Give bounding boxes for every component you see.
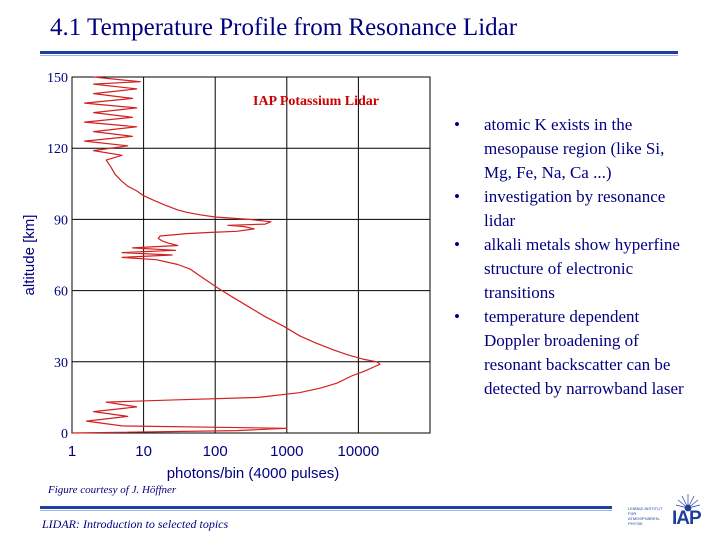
y-tick-label: 30: [54, 356, 68, 371]
footer-text: LIDAR: Introduction to selected topics: [42, 517, 229, 531]
y-tick-label: 150: [47, 71, 68, 86]
footer-divider-thin: [40, 510, 612, 511]
title-divider-thin: [40, 55, 678, 56]
slide-title: 4.1 Temperature Profile from Resonance L…: [50, 14, 518, 41]
bullet-dot: •: [454, 115, 460, 134]
logo-small-line: ATMOSPHÄREN-: [628, 516, 660, 521]
y-axis-label: altitude [km]: [21, 215, 38, 296]
x-tick-label: 1: [68, 443, 76, 460]
footer-divider: [40, 506, 612, 509]
y-tick-label: 120: [47, 142, 68, 157]
logo-text: IAP: [672, 508, 702, 529]
y-tick-label: 0: [61, 427, 68, 442]
bullet-dot: •: [454, 235, 460, 254]
figure-credit: Figure courtesy of J. Höffner: [48, 484, 177, 496]
logo-small-line: LEIBNIZ-INSTITUT: [628, 506, 663, 511]
x-axis-label: photons/bin (4000 pulses): [167, 465, 340, 482]
bullet-item: • alkali metals show hyperfine structure …: [454, 235, 680, 302]
bullet-list: • atomic K exists in the mesopause region…: [446, 113, 696, 401]
x-tick-label: 1000: [270, 443, 303, 460]
bullet-item: • temperature dependent Doppler broadenin…: [454, 307, 684, 398]
bullet-item: • atomic K exists in the mesopause region…: [454, 115, 665, 182]
x-tick-labels: 1 10 100 1000 10000: [68, 443, 379, 460]
photon-count-trace: [71, 76, 381, 434]
x-tick-label: 10000: [338, 443, 380, 460]
plot-background: [71, 76, 431, 434]
logo-small-line: PHYSIK: [628, 521, 643, 526]
y-tick-label: 60: [54, 285, 68, 300]
bullet-item: • investigation by resonance lidar: [454, 187, 666, 230]
logo-small-line: FÜR: [628, 511, 637, 516]
x-tick-label: 10: [135, 443, 152, 460]
bullet-dot: •: [454, 187, 460, 206]
y-tick-labels: 0 30 60 90 120 150: [47, 71, 68, 442]
y-tick-label: 90: [54, 213, 68, 228]
x-tick-label: 100: [203, 443, 228, 460]
iap-logo-icon: [675, 494, 701, 512]
chart-annotation: IAP Potassium Lidar: [253, 94, 379, 109]
title-divider: [40, 51, 678, 54]
bullet-dot: •: [454, 307, 460, 326]
lidar-profile-chart: 1 10 100 1000 10000 0 30 60 90 120 150 IAP Potass…: [21, 71, 431, 482]
